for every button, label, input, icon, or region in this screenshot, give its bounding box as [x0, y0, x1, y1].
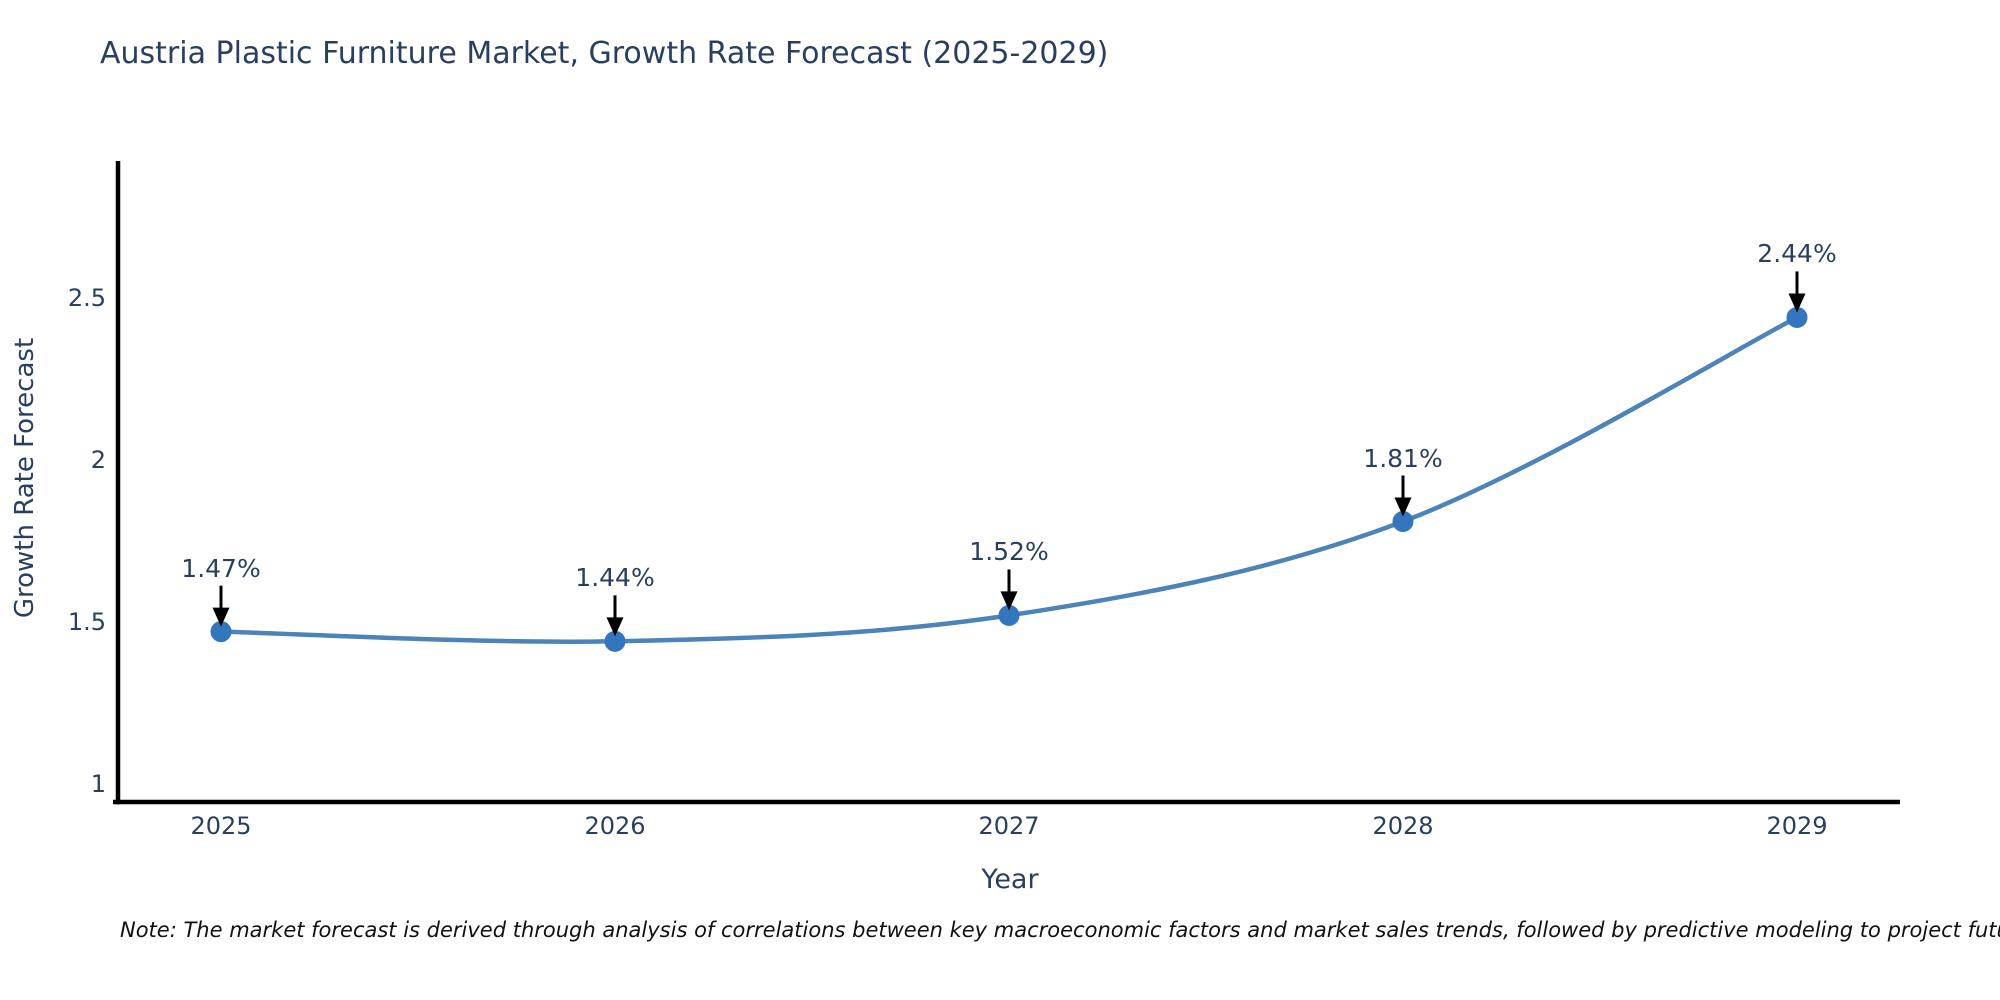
data-point-marker: [1392, 511, 1414, 533]
y-axis-title: Growth Rate Forecast: [10, 337, 40, 619]
annotation-arrowhead: [1394, 497, 1412, 517]
y-tick-label: 1: [90, 769, 106, 798]
data-point-marker: [210, 621, 232, 643]
data-point-value-label: 1.47%: [181, 553, 261, 583]
footnote-text: Note: The market forecast is derived thr…: [120, 918, 2000, 942]
data-point-value-label: 1.44%: [575, 563, 655, 593]
x-tick-label: 2025: [190, 812, 252, 840]
x-tick-label: 2027: [978, 812, 1040, 840]
data-point-marker: [1786, 306, 1808, 328]
x-tick-label: 2029: [1766, 812, 1828, 840]
data-point-value-label: 1.52%: [969, 537, 1049, 567]
data-point-value-label: 2.44%: [1757, 239, 1837, 269]
data-point-marker: [998, 604, 1020, 626]
data-point-value-label: 1.81%: [1363, 443, 1443, 473]
chart-title: Austria Plastic Furniture Market, Growth…: [100, 36, 1109, 71]
data-point-marker: [604, 630, 626, 652]
x-axis-title: Year: [981, 864, 1039, 895]
y-tick-label: 2.5: [67, 284, 106, 312]
x-tick-label: 2028: [1372, 812, 1434, 840]
y-tick-label: 2: [90, 445, 106, 474]
annotation-arrowhead: [606, 617, 624, 637]
annotation-arrowhead: [1788, 293, 1806, 313]
y-tick-label: 1.5: [67, 607, 106, 636]
annotation-arrowhead: [1000, 591, 1018, 611]
x-tick-label: 2026: [584, 812, 646, 840]
annotation-arrowhead: [212, 607, 230, 627]
